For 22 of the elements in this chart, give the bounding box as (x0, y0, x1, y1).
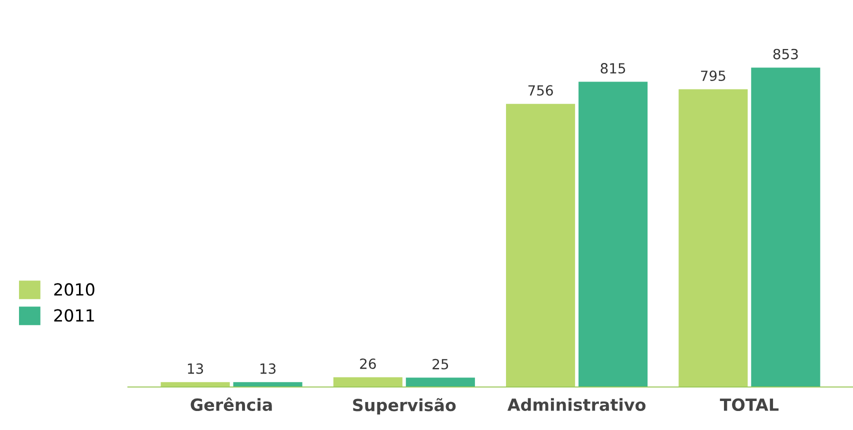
bar (406, 378, 475, 387)
legend-label: 2010 (54, 283, 94, 296)
data-label: 25 (432, 358, 448, 370)
data-label: 853 (773, 48, 798, 60)
bar (160, 382, 230, 387)
bar (751, 68, 820, 387)
bar (333, 377, 402, 387)
bar (678, 89, 748, 387)
x-tick-label: TOTAL (720, 398, 779, 412)
legend-label: 2011 (54, 309, 94, 322)
bar (233, 382, 302, 387)
data-label: 815 (600, 63, 626, 74)
data-label: 795 (701, 70, 726, 82)
data-label: 13 (188, 363, 203, 374)
bar (506, 104, 576, 387)
bar (578, 82, 648, 387)
x-tick-label: Gerência (190, 397, 272, 412)
x-tick-label: Supervisão (353, 398, 456, 415)
data-label: 13 (260, 363, 276, 374)
data-label: 756 (528, 85, 553, 96)
data-label: 26 (360, 358, 376, 370)
x-tick-label: Administrativo (507, 398, 646, 412)
